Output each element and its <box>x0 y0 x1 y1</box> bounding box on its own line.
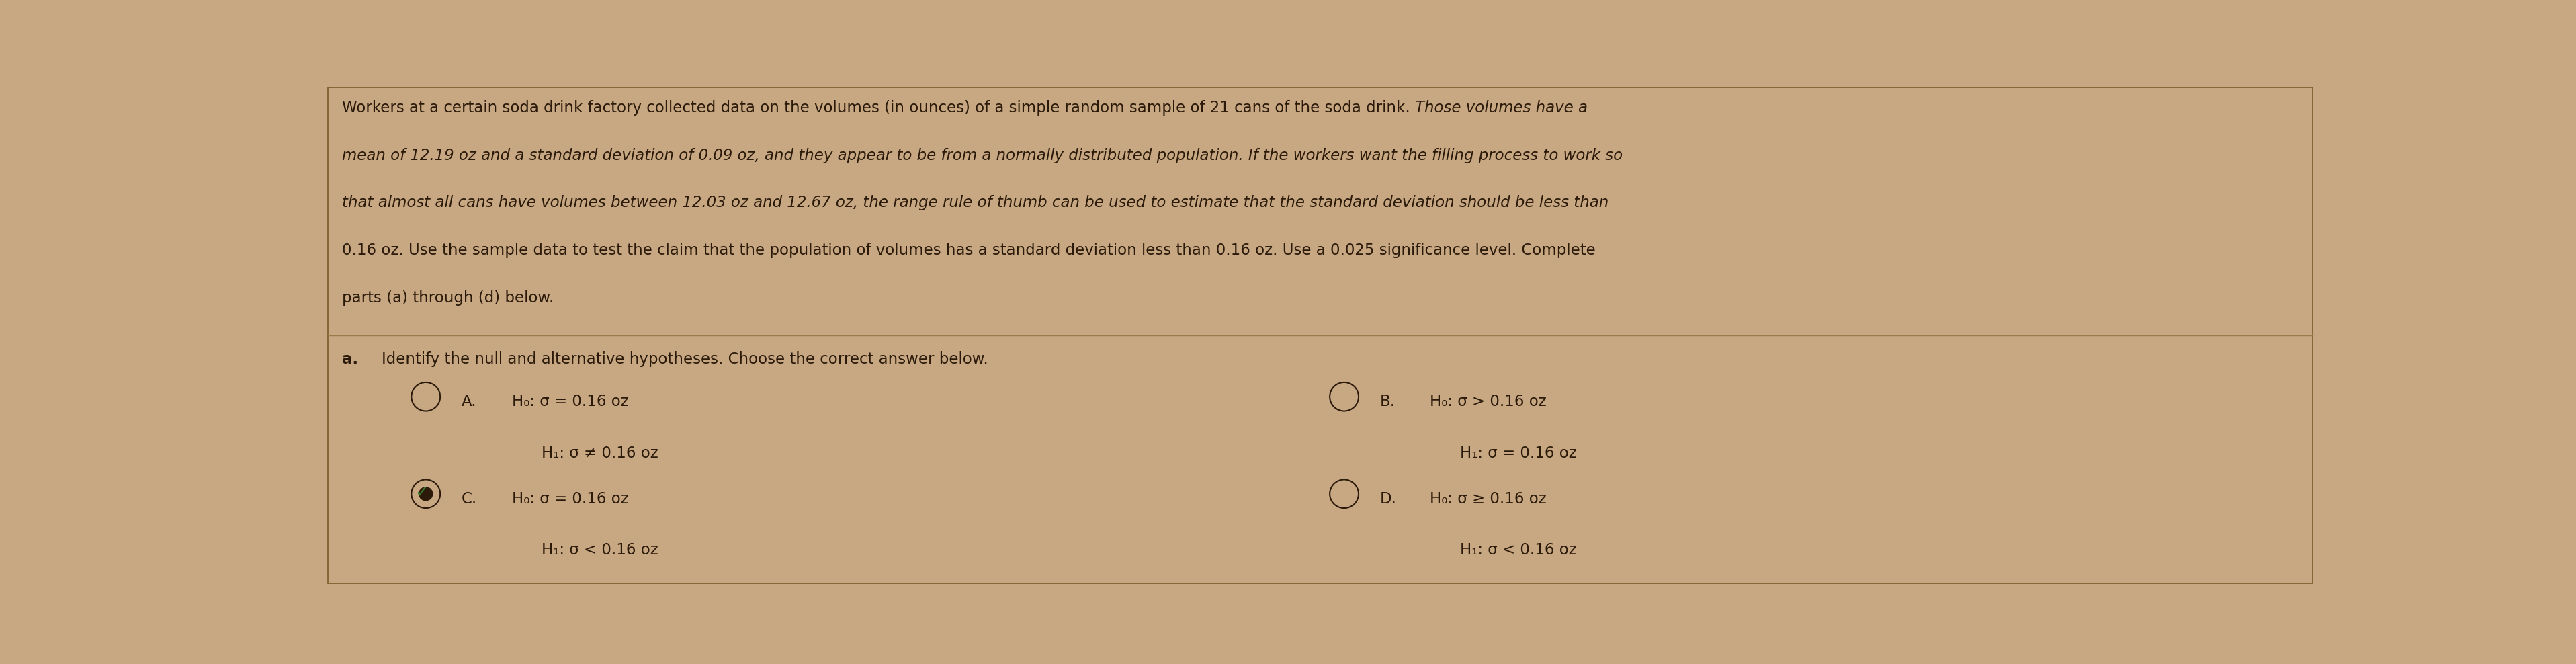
Text: H₀: σ ≥ 0.16 oz: H₀: σ ≥ 0.16 oz <box>1430 491 1546 507</box>
Text: B.: B. <box>1381 394 1396 410</box>
Text: D.: D. <box>1381 491 1396 507</box>
Text: H₁: σ < 0.16 oz: H₁: σ < 0.16 oz <box>1461 542 1577 558</box>
Text: H₁: σ = 0.16 oz: H₁: σ = 0.16 oz <box>1461 446 1577 461</box>
Text: mean of 12.19 oz and a standard deviation of 0.09 oz, and they appear to be from: mean of 12.19 oz and a standard deviatio… <box>343 147 1432 163</box>
Text: A.: A. <box>461 394 477 410</box>
Ellipse shape <box>420 487 433 501</box>
Text: H₁: σ < 0.16 oz: H₁: σ < 0.16 oz <box>541 542 659 558</box>
Text: 0.16 oz. Use the sample data to test the claim that the population of volumes ha: 0.16 oz. Use the sample data to test the… <box>343 243 1595 258</box>
Text: ✓: ✓ <box>415 484 428 501</box>
Text: Those volumes have a: Those volumes have a <box>1414 100 1587 116</box>
Text: H₁: σ ≠ 0.16 oz: H₁: σ ≠ 0.16 oz <box>541 446 659 461</box>
Text: Identify the null and alternative hypotheses. Choose the correct answer below.: Identify the null and alternative hypoth… <box>381 352 989 367</box>
Text: Workers at a certain soda drink factory collected data on the volumes (in ounces: Workers at a certain soda drink factory … <box>343 100 1414 116</box>
Text: a.: a. <box>343 352 358 367</box>
Text: H₀: σ = 0.16 oz: H₀: σ = 0.16 oz <box>513 394 629 410</box>
Text: filling process to work so: filling process to work so <box>1432 147 1623 163</box>
Text: parts (a) through (d) below.: parts (a) through (d) below. <box>343 290 554 306</box>
Text: H₀: σ = 0.16 oz: H₀: σ = 0.16 oz <box>513 491 629 507</box>
Text: that almost all cans have volumes between 12.03 oz and 12.67 oz, the range rule : that almost all cans have volumes betwee… <box>343 195 1607 210</box>
Text: H₀: σ > 0.16 oz: H₀: σ > 0.16 oz <box>1430 394 1546 410</box>
Text: C.: C. <box>461 491 477 507</box>
